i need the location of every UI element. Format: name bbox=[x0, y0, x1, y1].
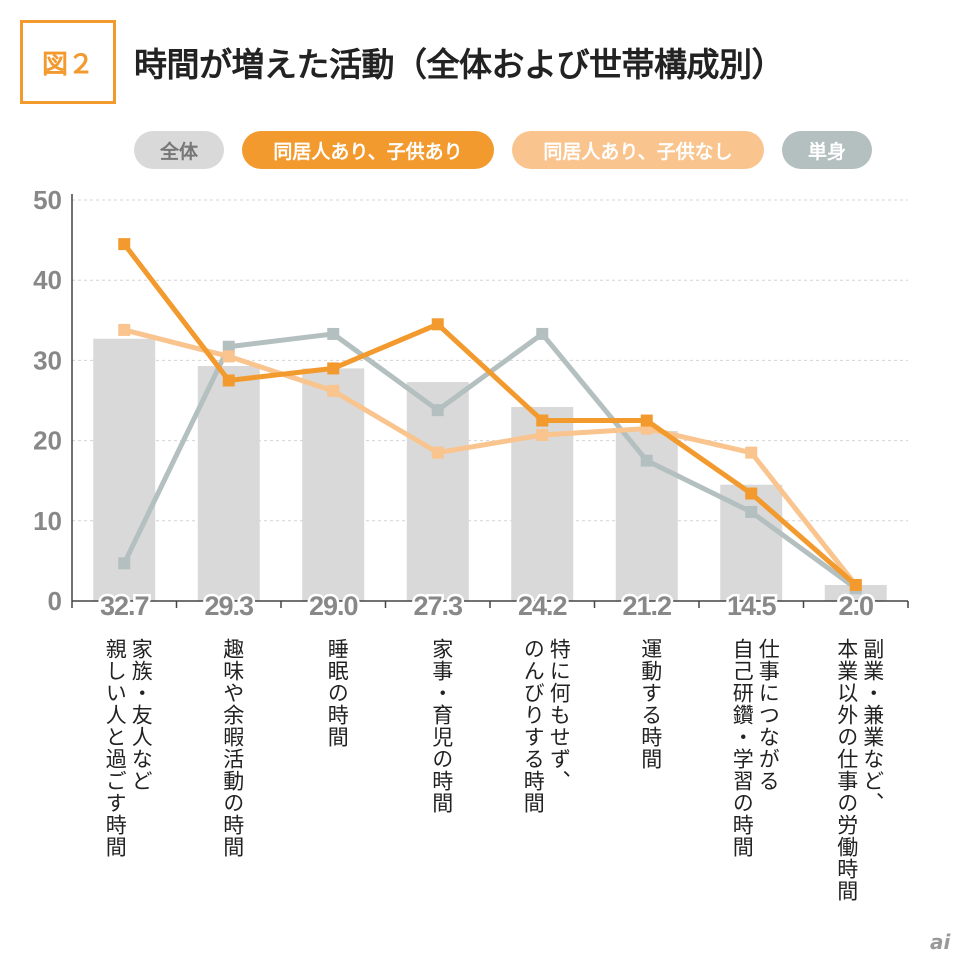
legend-item-single: 単身 bbox=[782, 131, 872, 169]
series-marker bbox=[849, 578, 862, 591]
figure-label: 図２ bbox=[20, 20, 116, 104]
category-label: 家事・育児の時間 bbox=[429, 638, 454, 814]
category-label: 睡眠の時間 bbox=[325, 638, 350, 748]
bar-value-label: 27.3 bbox=[413, 591, 463, 621]
y-tick-label: 30 bbox=[33, 345, 62, 375]
series-marker bbox=[640, 414, 653, 427]
bar-value-label: 21.2 bbox=[622, 591, 671, 621]
bar bbox=[93, 338, 156, 601]
category-label: 副業・兼業など、 本業以外の仕事の労働時間 bbox=[834, 638, 885, 902]
chart-title: 時間が増えた活動（全体および世帯構成別） bbox=[134, 45, 785, 84]
series-marker bbox=[745, 487, 758, 500]
category-label: 運動する時間 bbox=[638, 638, 663, 770]
category-label: 家族・友人など 親しい人と過ごす時間 bbox=[103, 638, 154, 858]
series-marker bbox=[536, 414, 549, 427]
series-marker bbox=[118, 238, 131, 251]
y-tick-label: 0 bbox=[48, 586, 62, 616]
series-marker bbox=[745, 505, 758, 518]
series-marker bbox=[327, 362, 340, 375]
series-marker bbox=[431, 404, 444, 417]
series-marker bbox=[536, 327, 549, 340]
bar-value-label: 32.7 bbox=[100, 591, 149, 621]
bar-value-label: 29.0 bbox=[309, 591, 358, 621]
y-tick-label: 20 bbox=[33, 426, 62, 456]
bar bbox=[197, 366, 260, 601]
series-marker bbox=[431, 318, 444, 331]
brand-logo: ai bbox=[930, 930, 951, 954]
legend-item-cohabit-with-children: 同居人あり、子供あり bbox=[242, 131, 494, 169]
bar bbox=[302, 368, 365, 601]
y-tick-label: 50 bbox=[33, 185, 62, 215]
series-marker bbox=[118, 557, 131, 570]
series-marker bbox=[222, 340, 235, 353]
legend-item-cohabit-no-children: 同居人あり、子供なし bbox=[512, 131, 764, 169]
series-line bbox=[123, 327, 858, 587]
series-marker bbox=[222, 350, 235, 363]
y-tick-label: 10 bbox=[33, 506, 62, 536]
series-line bbox=[122, 242, 858, 587]
bar-value-label: 24.2 bbox=[518, 591, 567, 621]
bar-value-label: 29.3 bbox=[204, 591, 254, 621]
series-marker bbox=[327, 384, 340, 397]
series-marker bbox=[118, 323, 131, 336]
series-marker bbox=[327, 327, 340, 340]
series-marker bbox=[431, 446, 444, 459]
bar-value-label: 2.0 bbox=[838, 591, 873, 621]
category-label: 特に何もせず、 のんびりする時間 bbox=[521, 638, 572, 814]
bar-value-label: 14.5 bbox=[727, 591, 777, 621]
y-tick-label: 40 bbox=[33, 265, 62, 295]
category-label: 趣味や余暇活動の時間 bbox=[220, 638, 245, 858]
bar bbox=[406, 382, 469, 601]
series-marker bbox=[745, 446, 758, 459]
series-marker bbox=[222, 374, 235, 387]
series-marker bbox=[640, 454, 653, 467]
category-label: 仕事につながる 自己研鑽・学習の時間 bbox=[730, 638, 781, 858]
legend-item-overall: 全体 bbox=[134, 131, 224, 169]
series-marker bbox=[536, 428, 549, 441]
